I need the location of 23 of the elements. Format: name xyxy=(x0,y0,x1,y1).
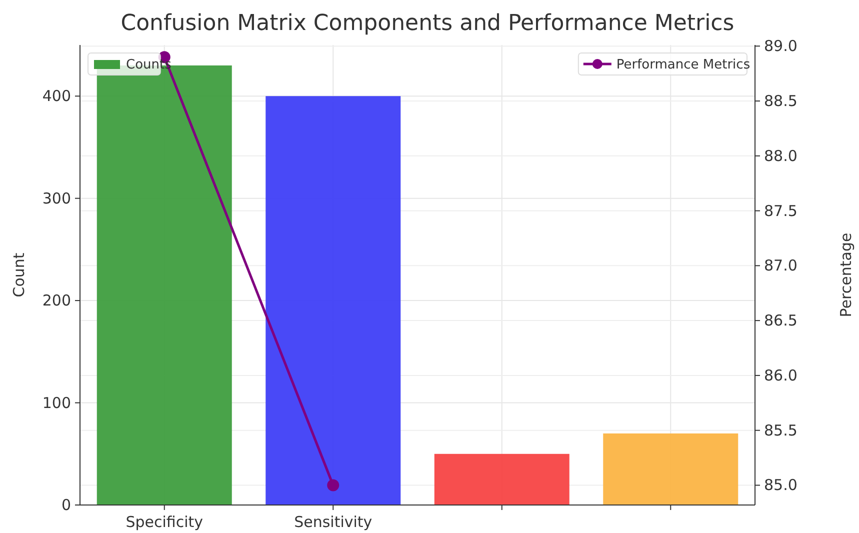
y-tick-label: 0 xyxy=(61,496,71,514)
bar xyxy=(434,454,570,505)
y-tick-label: 100 xyxy=(42,394,71,412)
y-tick-label: 300 xyxy=(42,189,71,208)
y-tick-label: 200 xyxy=(42,292,71,310)
y2-tick-label: 85.0 xyxy=(764,476,798,494)
x-tick-label: Specificity xyxy=(126,513,204,531)
y2-tick-label: 89.0 xyxy=(764,37,798,56)
bar xyxy=(266,96,401,505)
bar xyxy=(603,433,738,505)
y2-tick-label: 88.5 xyxy=(764,92,798,110)
y2-tick-label: 86.0 xyxy=(764,366,798,384)
y2-tick-label: 88.0 xyxy=(764,146,798,165)
x-tick-label: Sensitivity xyxy=(294,513,372,531)
y2-axis-title: Percentage xyxy=(837,232,855,318)
chart-title: Confusion Matrix Components and Performance Metrics xyxy=(120,11,734,36)
y2-tick-label: 87.0 xyxy=(764,256,798,275)
legend-label: Performance Metrics xyxy=(616,58,750,72)
y2-tick-label: 86.5 xyxy=(764,312,798,330)
y2-tick-label: 87.5 xyxy=(764,202,798,220)
y-tick-label: 400 xyxy=(42,87,71,106)
y-axis-title: Count xyxy=(10,252,28,298)
y2-tick-label: 85.5 xyxy=(764,421,798,440)
